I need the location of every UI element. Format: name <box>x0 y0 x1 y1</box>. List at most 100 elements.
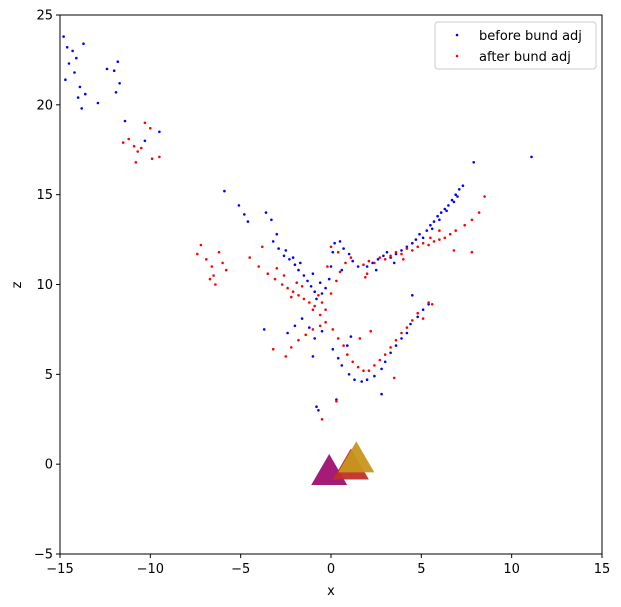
legend-marker-after <box>455 54 459 58</box>
data-point <box>447 204 450 207</box>
x-tick-label: 10 <box>503 562 520 577</box>
camera-marker-2 <box>338 441 375 473</box>
data-point <box>134 161 138 164</box>
data-point <box>327 277 331 281</box>
data-point <box>132 144 136 148</box>
data-point <box>114 91 118 94</box>
data-point <box>112 69 116 72</box>
data-point <box>427 303 430 306</box>
x-tick-label: −15 <box>46 562 73 577</box>
data-point <box>311 355 315 358</box>
data-point <box>342 247 345 250</box>
data-point <box>284 355 288 358</box>
data-point <box>414 238 418 241</box>
data-point <box>291 290 295 294</box>
data-point <box>351 259 355 263</box>
data-point <box>217 250 221 254</box>
data-point <box>430 303 434 306</box>
data-point <box>373 364 376 367</box>
data-point <box>304 333 308 337</box>
camera-markers <box>311 441 375 485</box>
data-point <box>436 214 439 218</box>
y-tick-label: 0 <box>45 458 53 473</box>
series-1 <box>121 121 486 421</box>
data-point <box>257 265 261 268</box>
y-tick-label: 5 <box>45 368 53 383</box>
y-axis-ticks: −5 0 5 10 15 20 25 <box>34 9 60 563</box>
data-point <box>275 267 279 270</box>
data-point <box>266 272 270 276</box>
data-point <box>224 268 228 272</box>
data-point <box>373 261 376 265</box>
data-point <box>411 241 414 245</box>
data-point <box>360 380 364 383</box>
data-point <box>290 346 293 349</box>
data-point <box>373 374 376 378</box>
data-point <box>392 261 396 265</box>
data-point <box>212 274 215 277</box>
data-point <box>329 265 333 268</box>
data-point <box>246 220 250 223</box>
data-point <box>210 265 214 268</box>
y-tick-label: 25 <box>36 9 53 24</box>
data-point <box>344 261 347 265</box>
data-point <box>293 263 297 267</box>
data-point <box>143 139 147 143</box>
data-point <box>82 42 85 45</box>
data-point <box>346 344 349 347</box>
y-tick-label: 15 <box>36 188 53 203</box>
data-point <box>324 286 327 290</box>
legend-label-before: before bund adj <box>479 29 582 44</box>
data-point <box>405 326 409 329</box>
data-point <box>290 295 293 299</box>
data-point <box>84 92 87 96</box>
data-point <box>416 245 420 249</box>
data-point <box>273 277 277 281</box>
data-point <box>223 189 226 193</box>
data-point <box>421 241 425 245</box>
data-point <box>394 252 398 256</box>
data-point <box>320 292 324 295</box>
data-point <box>382 254 385 258</box>
data-point <box>237 204 241 207</box>
data-point <box>335 400 338 403</box>
data-point <box>76 96 80 99</box>
data-point <box>365 272 369 276</box>
data-point <box>123 119 127 123</box>
data-point <box>400 337 403 340</box>
data-point <box>421 317 425 320</box>
data-point <box>300 317 304 320</box>
data-point <box>362 369 365 373</box>
data-point <box>438 229 441 232</box>
data-point <box>286 331 289 335</box>
data-point <box>456 195 459 198</box>
data-point <box>349 335 353 338</box>
data-point <box>315 405 318 409</box>
data-point <box>374 268 378 272</box>
data-point <box>271 347 275 351</box>
data-point <box>311 272 315 276</box>
data-point <box>297 338 300 342</box>
data-point <box>320 301 324 304</box>
data-point <box>421 236 425 240</box>
data-point <box>284 249 288 252</box>
data-point <box>371 261 374 265</box>
data-point <box>313 337 317 340</box>
data-point <box>282 254 286 258</box>
data-point <box>418 232 421 236</box>
data-point <box>299 261 302 265</box>
data-point <box>336 337 340 340</box>
data-point <box>400 252 403 256</box>
data-point <box>105 67 109 71</box>
data-point <box>271 240 275 243</box>
data-point <box>364 276 367 279</box>
data-point <box>288 258 291 261</box>
data-point <box>409 322 412 326</box>
data-point <box>313 304 317 308</box>
data-point <box>389 346 392 349</box>
data-point <box>427 243 430 247</box>
data-point <box>432 220 436 223</box>
data-point <box>318 281 322 285</box>
data-point <box>308 326 311 329</box>
